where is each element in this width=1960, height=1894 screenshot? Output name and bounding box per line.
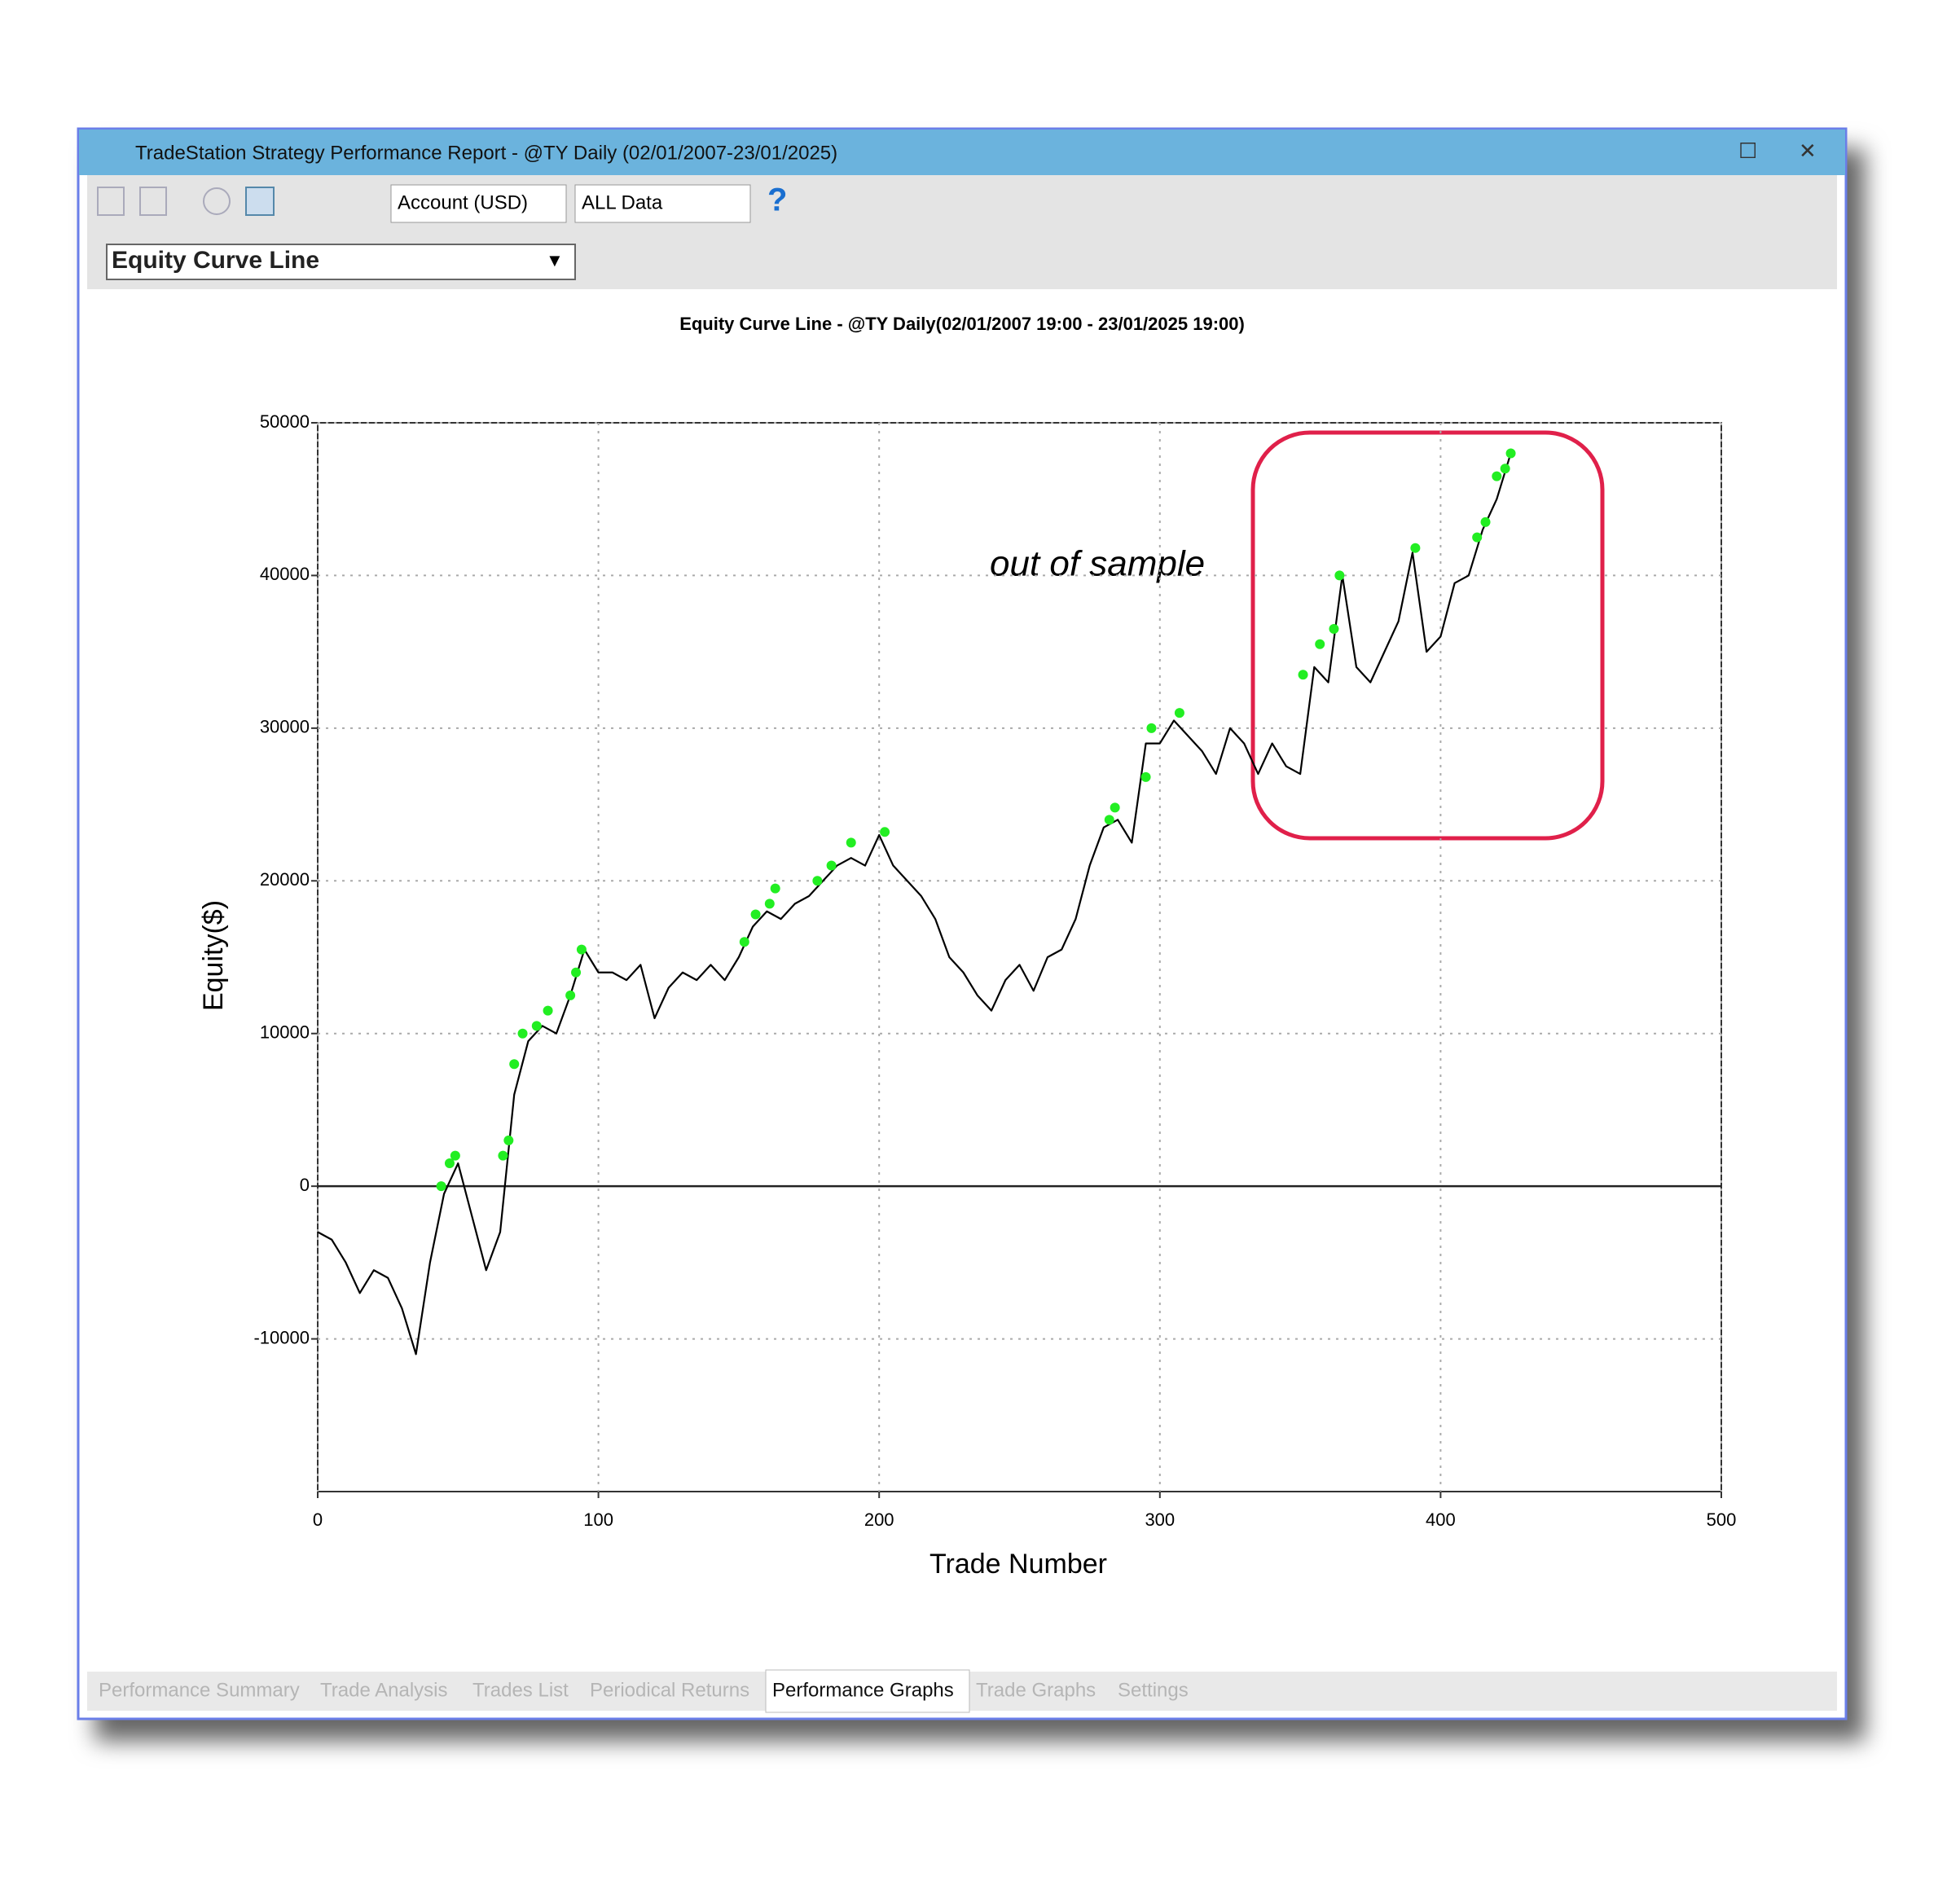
y-tick-label: 10000 xyxy=(260,1022,310,1043)
new-high-marker xyxy=(750,909,761,920)
new-high-marker xyxy=(1315,639,1325,649)
new-high-marker xyxy=(450,1150,460,1161)
tab[interactable]: Performance Graphs xyxy=(772,1679,954,1701)
new-high-marker xyxy=(444,1158,455,1169)
y-tick-label: 20000 xyxy=(260,869,310,890)
new-high-marker xyxy=(517,1028,528,1039)
y-axis-label: Equity($) xyxy=(198,900,229,1011)
settings-button[interactable] xyxy=(245,187,275,216)
new-high-marker xyxy=(812,876,823,886)
new-high-marker xyxy=(1110,802,1120,813)
y-tick-label: 40000 xyxy=(260,564,310,584)
y-tick-label: 30000 xyxy=(260,717,310,737)
new-high-marker xyxy=(1334,570,1345,581)
tab[interactable]: Trade Analysis xyxy=(320,1679,448,1701)
account-label: Account (USD) xyxy=(398,191,528,213)
x-tick-label: 0 xyxy=(313,1509,323,1530)
new-high-marker xyxy=(576,944,587,955)
new-high-marker xyxy=(1298,670,1308,680)
tab[interactable]: Trades List xyxy=(472,1679,569,1701)
window-title: TradeStation Strategy Performance Report… xyxy=(135,142,837,164)
tab[interactable]: Performance Summary xyxy=(99,1679,300,1701)
new-high-marker xyxy=(826,860,837,871)
new-high-marker xyxy=(543,1005,553,1016)
title-bar xyxy=(79,130,1845,175)
new-high-marker xyxy=(503,1135,514,1145)
y-tick-label: 0 xyxy=(300,1175,310,1195)
new-high-marker xyxy=(509,1059,520,1070)
new-high-marker xyxy=(498,1150,508,1161)
refresh-button[interactable] xyxy=(203,187,231,215)
new-high-marker xyxy=(436,1181,446,1192)
help-button[interactable]: ? xyxy=(767,182,787,218)
active-tab xyxy=(765,1669,970,1713)
new-high-marker xyxy=(1472,532,1483,543)
range-dropdown[interactable] xyxy=(574,184,751,223)
y-tick-label: 50000 xyxy=(260,411,310,432)
tab[interactable]: Settings xyxy=(1118,1679,1189,1701)
x-tick-label: 500 xyxy=(1707,1509,1737,1530)
new-high-marker xyxy=(1492,471,1502,481)
annotation: out of sample xyxy=(990,544,1205,584)
equity-line xyxy=(317,453,1512,1356)
new-high-marker xyxy=(1329,624,1339,635)
window xyxy=(77,127,1848,1720)
new-high-marker xyxy=(1146,723,1157,733)
new-high-marker xyxy=(1505,448,1516,459)
tab[interactable]: Trade Graphs xyxy=(976,1679,1096,1701)
new-high-marker xyxy=(1174,708,1184,718)
print-button[interactable] xyxy=(139,187,167,216)
y-tick-label: -10000 xyxy=(253,1327,310,1347)
close-button[interactable]: ✕ xyxy=(1799,138,1817,163)
x-axis-label: Trade Number xyxy=(929,1549,1107,1580)
x-tick-label: 300 xyxy=(1145,1509,1175,1530)
new-high-marker xyxy=(1104,815,1114,825)
new-high-marker xyxy=(531,1021,542,1031)
x-tick-label: 200 xyxy=(864,1509,894,1530)
new-high-marker xyxy=(1140,771,1151,782)
account-dropdown[interactable] xyxy=(390,184,567,223)
new-high-marker xyxy=(565,990,576,1000)
new-high-marker xyxy=(770,883,780,894)
new-high-marker xyxy=(764,899,775,909)
save-button[interactable] xyxy=(97,187,125,216)
chart-title: Equity Curve Line - @TY Daily(02/01/2007… xyxy=(679,314,1245,334)
x-tick-label: 100 xyxy=(583,1509,613,1530)
new-high-marker xyxy=(1500,464,1510,474)
new-high-marker xyxy=(880,827,890,837)
range-label: ALL Data xyxy=(582,191,663,213)
dropdown-arrow: ▼ xyxy=(546,250,564,270)
new-high-marker xyxy=(846,837,856,848)
highlight-box xyxy=(1250,430,1605,841)
tab[interactable]: Periodical Returns xyxy=(590,1679,749,1701)
new-high-marker xyxy=(571,967,582,978)
new-high-marker xyxy=(1480,516,1491,527)
graph-dropdown[interactable] xyxy=(106,244,576,280)
graph-selector-label: Equity Curve Line xyxy=(112,247,319,274)
x-tick-label: 400 xyxy=(1426,1509,1456,1530)
new-high-marker xyxy=(739,937,749,947)
maximize-button[interactable]: ☐ xyxy=(1738,138,1757,163)
new-high-marker xyxy=(1410,543,1421,553)
